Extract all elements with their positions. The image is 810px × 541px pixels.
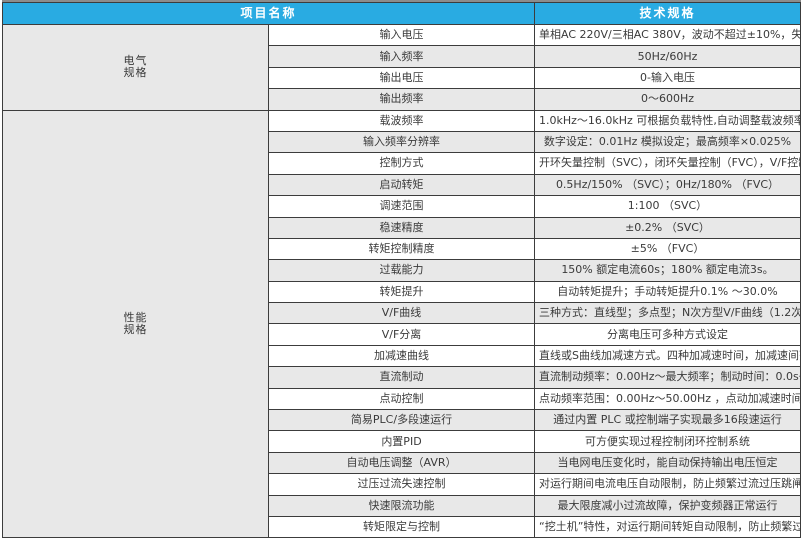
- item-name-cell: 控制方式: [268, 152, 535, 175]
- spec-row: 转矩控制精度 ±5% （FVC）: [3, 237, 801, 261]
- spec-value-cell: 点动频率范围：0.00Hz～50.00Hz ，点动加减速时间：0.1s～3600…: [534, 387, 801, 411]
- spec-row: 加减速曲线直线或S曲线加减速方式。四种加减速时间，加减速间范围0.1～3600.…: [3, 344, 801, 368]
- spec-row: 转矩限定与控制“挖土机”特性，对运行期间转矩自动限制，防止频繁过流跳闸；闭环矢量…: [3, 515, 801, 539]
- spec-value-cell: 50Hz/60Hz: [534, 45, 801, 68]
- header-item-name: 项目名称: [2, 2, 535, 25]
- spec-value-cell: 0～600Hz: [534, 88, 801, 111]
- spec-value-cell: 1.0kHz～16.0kHz 可根据负载特性,自动调整载波频率。: [534, 109, 801, 132]
- spec-value-cell: 0-输入电压: [534, 66, 801, 90]
- item-name-cell: 输出频率: [268, 88, 535, 111]
- spec-row: V/F分离 分离电压可多种方式设定: [3, 323, 801, 346]
- spec-value-cell: 0.5Hz/150% （SVC）；0Hz/180% （FVC）: [534, 173, 801, 197]
- item-name-cell: 内置PID: [268, 430, 535, 453]
- item-name-cell: 自动电压调整（AVR）: [268, 451, 535, 475]
- spec-value-cell: 分离电压可多种方式设定: [534, 323, 801, 346]
- spec-value-cell: 最大限度减小过流故障，保护变频器正常运行: [534, 494, 801, 517]
- item-name-cell: 输出电压: [268, 66, 535, 90]
- item-name-cell: 加减速曲线: [268, 344, 535, 368]
- spec-value-cell: 对运行期间电流电压自动限制，防止频繁过流过压跳闸: [534, 473, 801, 496]
- spec-value-cell: ±5% （FVC）: [534, 237, 801, 261]
- spec-value-cell: 自动转矩提升；手动转矩提升0.1% ～30.0%: [534, 280, 801, 304]
- group-label-cell: 电气 规格: [2, 24, 269, 111]
- spec-row: 稳速精度 ±0.2% （SVC）: [3, 216, 801, 239]
- spec-value-cell: “挖土机”特性，对运行期间转矩自动限制，防止频繁过流跳闸；闭环矢量模式可实现转矩…: [534, 515, 801, 539]
- item-name-cell: 简易PLC/多段速运行: [268, 409, 535, 432]
- spec-value-cell: 150% 额定电流60s；180% 额定电流3s。: [534, 259, 801, 282]
- spec-row: 直流制动直流制动频率：0.00Hz～最大频率；制动时间：0.0s～30.0s。制…: [3, 366, 801, 389]
- spec-row: 启动转矩 0.5Hz/150% （SVC）；0Hz/180% （FVC）: [3, 173, 801, 197]
- spec-table: 项目名称 技术规格 电气 规格 输入电压 单相AC 220V/三相AC 380V，波动…: [2, 2, 801, 539]
- item-name-cell: 过压过流失速控制: [268, 473, 535, 496]
- item-name-cell: 输入频率分辨率: [268, 130, 535, 154]
- spec-value-cell: 直流制动频率：0.00Hz～最大频率；制动时间：0.0s～30.0s。制动动作电…: [534, 366, 801, 389]
- spec-value-cell: 1:100 （SVC）: [534, 195, 801, 218]
- spec-row: 输入频率 50Hz/60Hz: [3, 45, 801, 68]
- item-name-cell: V/F曲线: [268, 302, 535, 325]
- spec-row: 内置PID 可方便实现过程控制闭环控制系统: [3, 430, 801, 453]
- item-name-cell: 输入频率: [268, 45, 535, 68]
- header-tech-spec: 技术规格: [534, 2, 801, 25]
- item-name-cell: 转矩提升: [268, 280, 535, 304]
- spec-row: 性能 规格 载波频率 1.0kHz～16.0kHz 可根据负载特性,自动调整载波频率。: [2, 109, 801, 539]
- item-name-cell: 输入电压: [268, 23, 535, 47]
- spec-value-cell: 数字设定：0.01Hz 模拟设定；最高频率×0.025%: [534, 130, 801, 154]
- item-name-cell: 过载能力: [268, 259, 535, 282]
- spec-row: 调速范围 1:100 （SVC）: [3, 195, 801, 218]
- spec-value-cell: 三种方式：直线型；多点型；N次方型V/F曲线（1.2次方、1.5次方、2次方）: [534, 302, 801, 325]
- item-name-cell: 调速范围: [268, 195, 535, 218]
- item-name-cell: V/F分离: [268, 323, 535, 346]
- item-name-cell: 点动控制: [268, 387, 535, 411]
- spec-value-cell: 可方便实现过程控制闭环控制系统: [534, 430, 801, 453]
- spec-row: 输出电压 0-输入电压: [3, 66, 801, 90]
- spec-row: 过压过流失速控制 对运行期间电流电压自动限制，防止频繁过流过压跳闸: [3, 473, 801, 496]
- spec-row: 自动电压调整（AVR） 当电网电压变化时，能自动保持输出电压恒定: [3, 451, 801, 475]
- spec-row: V/F曲线三种方式：直线型；多点型；N次方型V/F曲线（1.2次方、1.5次方、…: [3, 302, 801, 325]
- spec-row: 控制方式 开环矢量控制（SVC），闭环矢量控制（FVC），V/F控制: [3, 152, 801, 175]
- spec-value-cell: ±0.2% （SVC）: [534, 216, 801, 239]
- spec-value-cell: 当电网电压变化时，能自动保持输出电压恒定: [534, 451, 801, 475]
- item-name-cell: 稳速精度: [268, 216, 535, 239]
- item-name-cell: 直流制动: [268, 366, 535, 389]
- spec-row: 快速限流功能 最大限度减小过流故障，保护变频器正常运行: [3, 494, 801, 517]
- spec-value-cell: 直线或S曲线加减速方式。四种加减速时间，加减速间范围0.1～3600.0s: [534, 344, 801, 368]
- item-name-cell: 载波频率: [268, 109, 535, 132]
- spec-table-header: 项目名称 技术规格: [2, 2, 801, 25]
- spec-row: 输出频率 0～600Hz: [3, 88, 801, 111]
- spec-row: 过载能力 150% 额定电流60s；180% 额定电流3s。: [3, 259, 801, 282]
- item-name-cell: 快速限流功能: [268, 494, 535, 517]
- item-name-cell: 转矩限定与控制: [268, 515, 535, 539]
- spec-value-cell: 通过内置 PLC 或控制端子实现最多16段速运行: [534, 409, 801, 432]
- spec-value-cell: 开环矢量控制（SVC），闭环矢量控制（FVC），V/F控制: [534, 152, 801, 175]
- item-name-cell: 启动转矩: [268, 173, 535, 197]
- group-label-cell: 性能 规格: [2, 109, 269, 539]
- item-name-cell: 转矩控制精度: [268, 237, 535, 261]
- header-row: 项目名称 技术规格: [2, 2, 801, 25]
- spec-value-cell: 单相AC 220V/三相AC 380V，波动不超过±10%，失衡率<3%；: [534, 23, 801, 47]
